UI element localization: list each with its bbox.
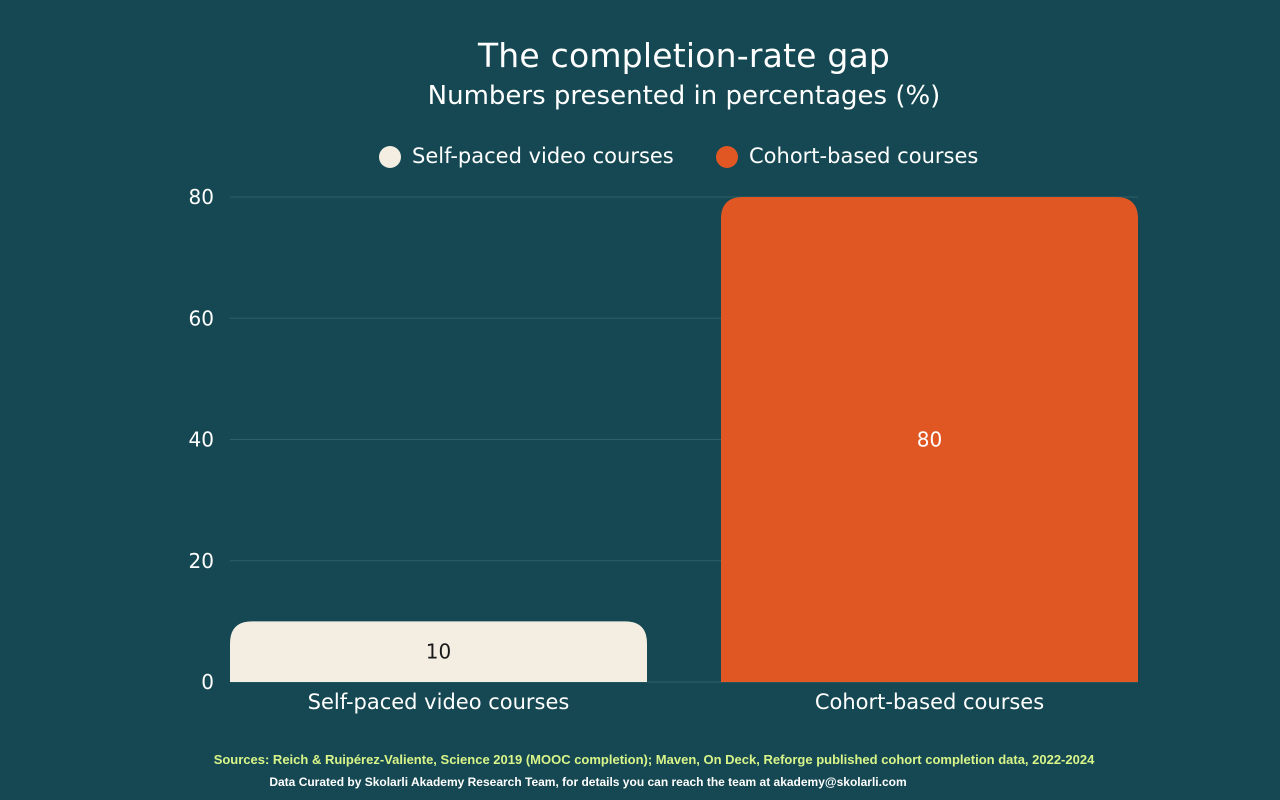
x-tick-label: Self-paced video courses	[308, 690, 570, 714]
data-label: 10	[426, 640, 451, 664]
chart-legend: Self-paced video courses Cohort-based cou…	[379, 144, 978, 168]
x-tick-label: Cohort-based courses	[815, 690, 1044, 714]
y-axis-ticks: 0 20 40 60 80	[189, 185, 214, 694]
y-tick-label: 40	[189, 428, 214, 452]
y-tick-label: 20	[189, 549, 214, 573]
chart-bars: 10 80	[230, 197, 1138, 682]
bar-chart: Self-paced video courses Cohort-based cou…	[189, 144, 1138, 714]
legend-label: Self-paced video courses	[412, 144, 674, 168]
credit-note: Data Curated by Skolarli Akademy Researc…	[269, 775, 907, 789]
y-tick-label: 0	[201, 670, 214, 694]
bar	[721, 197, 1138, 682]
data-label: 80	[917, 428, 942, 452]
y-tick-label: 60	[189, 306, 214, 330]
legend-swatch	[716, 146, 738, 168]
sources-note: Sources: Reich & Ruipérez-Valiente, Scie…	[213, 752, 1095, 767]
x-axis-ticks: Self-paced video courses Cohort-based cou…	[308, 690, 1045, 714]
bar	[230, 621, 647, 682]
legend-swatch	[379, 146, 401, 168]
legend-label: Cohort-based courses	[749, 144, 978, 168]
chart-title: The completion-rate gap	[477, 36, 891, 75]
chart-subtitle: Numbers presented in percentages (%)	[427, 81, 941, 111]
y-tick-label: 80	[189, 185, 214, 209]
